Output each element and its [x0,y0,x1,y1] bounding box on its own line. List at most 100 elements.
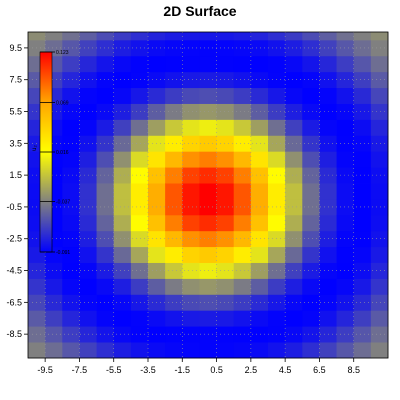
y-tick-label: -4.5 [6,266,22,276]
heatmap-cell [353,310,372,327]
heatmap-cell [113,183,132,200]
heatmap-cell [165,135,183,152]
heatmap-cell [96,87,115,104]
heatmap-cell [370,32,389,41]
heatmap-cell [353,326,372,343]
heatmap-cell [79,342,97,359]
heatmap-cell [130,55,149,73]
heatmap-cell [302,71,320,89]
heatmap-cell [250,55,269,73]
heatmap-cell [370,246,389,263]
x-tick-label: 0.5 [210,365,223,375]
heatmap-cell [233,326,252,343]
heatmap-cell [148,151,166,168]
heatmap-cell [79,214,97,232]
heatmap-cell [233,294,252,311]
heatmap-cell [336,278,355,295]
heatmap-cell [62,294,80,311]
heatmap-cell [113,310,132,327]
heatmap-cell [370,119,389,136]
x-tick-label: 6.5 [313,365,326,375]
heatmap-cell [216,55,235,73]
heatmap-cell [199,119,217,136]
heatmap-cell [285,183,303,200]
heatmap-cell [233,71,252,89]
heatmap-cell [96,151,115,168]
heatmap-cell [370,55,389,73]
heatmap-cell [216,135,235,152]
heatmap-cell [353,342,372,359]
heatmap-cell [130,278,149,295]
heatmap-cell [233,87,252,104]
heatmap-cell [62,246,80,263]
heatmap-cell [130,342,149,359]
heatmap-cell [216,39,235,57]
heatmap-cell [199,310,217,327]
heatmap-cell [148,183,166,200]
heatmap-cell [233,55,252,73]
heatmap-cell [233,167,252,184]
heatmap-cell [130,119,149,136]
heatmap-cell [130,214,149,232]
heatmap-cell [182,230,200,248]
heatmap-cell [353,183,372,200]
heatmap-cell [319,310,337,327]
heatmap-cell [113,39,132,57]
y-tick-label: 9.5 [9,43,22,53]
heatmap-cell [113,342,132,359]
x-tick-label: -9.5 [37,365,53,375]
heatmap-cell [96,278,115,295]
heatmap-cell [62,87,80,104]
heatmap-cell [130,310,149,327]
heatmap-cell [216,119,235,136]
y-tick-label: -6.5 [6,297,22,307]
heatmap-cell [233,230,252,248]
heatmap-cell [302,183,320,200]
heatmap-cell [233,119,252,136]
heatmap-cell [182,262,200,279]
heatmap-cell [370,71,389,89]
heatmap-cell [353,135,372,152]
heatmap-cell [285,103,303,120]
heatmap-cell [285,87,303,104]
heatmap-cell [336,214,355,232]
heatmap-cell [130,87,149,104]
heatmap-cell [148,310,166,327]
heatmap-cell [165,278,183,295]
heatmap-cell [199,183,217,200]
heatmap-cell [79,32,97,41]
heatmap-cell [336,246,355,263]
heatmap-cell [165,119,183,136]
heatmap-cell [353,246,372,263]
heatmap-cell [130,167,149,184]
heatmap-cell [336,135,355,152]
heatmap-cell [216,246,235,263]
heatmap-cell [62,342,80,359]
heatmap-cell [96,262,115,279]
heatmap-cell [285,32,303,41]
heatmap-cell [199,87,217,104]
heatmap-cell [370,183,389,200]
heatmap-cell [165,214,183,232]
heatmap-cell [250,278,269,295]
heatmap-cell [216,326,235,343]
heatmap-cell [302,294,320,311]
heatmap-cell [96,214,115,232]
heatmap-cell [302,151,320,168]
heatmap-cell [370,151,389,168]
heatmap-cell [96,310,115,327]
colorbar: 0.123 0.069 0.016 -0.037 -0.091 u₂ [32,50,70,256]
heatmap-cell [182,198,200,216]
heatmap-cell [182,32,200,41]
heatmap-cell [285,167,303,184]
heatmap-cell [62,103,80,120]
heatmap-cell [148,87,166,104]
heatmap-cell [130,262,149,279]
heatmap-cell [336,310,355,327]
heatmap-cell [268,119,286,136]
heatmap-cell [302,32,320,41]
heatmap-cell [233,32,252,41]
heatmap-cell [285,310,303,327]
heatmap-cell [216,294,235,311]
heatmap-cell [250,151,269,168]
